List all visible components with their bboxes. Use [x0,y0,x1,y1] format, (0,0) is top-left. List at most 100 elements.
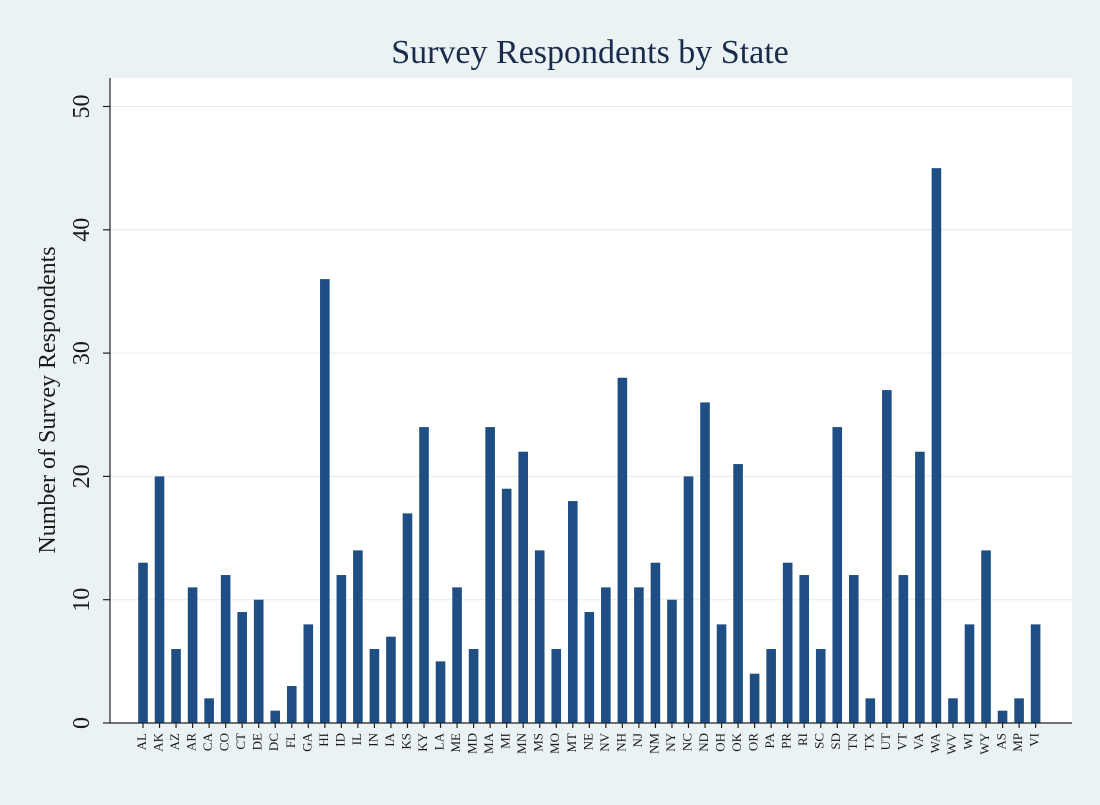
bar-mp [1014,698,1024,723]
y-tick-label: 20 [69,464,95,488]
x-tick-label-ky: KY [415,732,430,751]
x-tick-label-wa: WA [927,732,942,753]
bar-ok [733,464,743,723]
bar-wa [931,168,942,723]
x-tick-label-hi: HI [316,733,331,747]
x-tick-label-mo: MO [547,733,562,754]
bar-ma [485,427,495,723]
x-tick-label-mp: MP [1010,733,1025,752]
bar-as [997,710,1008,723]
x-tick-label-or: OR [746,733,761,751]
bar-nd [700,402,710,723]
x-tick-label-ca: CA [200,732,215,751]
bar-ca [204,698,214,723]
bar-tx [865,698,876,723]
bar-pa [766,649,776,723]
x-tick-label-nv: NV [597,732,612,751]
bar-wv [948,698,958,723]
x-tick-label-az: AZ [167,733,182,750]
x-tick-label-fl: FL [283,733,298,748]
y-tick-label: 40 [69,218,95,242]
bar-ky [419,427,429,723]
x-tick-label-wi: WI [960,733,975,750]
bar-la [435,661,446,723]
bar-wy [981,550,991,723]
x-tick-label-de: DE [250,733,265,750]
x-tick-label-ok: OK [729,732,744,751]
bar-ga [303,624,314,723]
bar-ri [799,575,809,723]
x-tick-label-ma: MA [481,732,496,754]
x-tick-label-me: ME [448,733,463,753]
x-tick-label-mn: MN [514,732,529,754]
bar-hi [320,279,330,723]
y-tick-label: 30 [69,341,95,365]
x-tick-label-mt: MT [564,733,579,753]
x-tick-label-as: AS [994,733,1009,750]
bar-wi [964,624,975,723]
bar-al [138,562,148,723]
x-tick-label-tn: TN [845,732,860,750]
bar-mo [551,649,562,723]
bar-il [353,550,363,723]
bar-nm [650,562,661,723]
x-tick-label-dc: DC [266,733,281,751]
x-tick-label-pr: PR [779,733,794,749]
bar-mi [501,488,512,723]
x-tick-label-ne: NE [580,733,595,750]
x-tick-label-ny: NY [663,732,678,751]
bar-layer [138,168,1041,723]
bar-pr [782,562,793,723]
x-tick-label-ar: AR [184,733,199,751]
x-tick-label-sc: SC [812,733,827,749]
bar-nh [617,377,628,723]
bar-vi [1030,624,1041,723]
x-tick-label-nd: ND [696,733,711,752]
bar-nc [683,476,694,723]
bar-ct [237,612,247,723]
y-axis-label: Number of Survey Respondents [35,246,61,553]
bar-ia [386,636,396,723]
x-tick-label-ak: AK [151,732,166,751]
x-tick-label-oh: OH [713,733,728,752]
y-tick-label: 50 [69,95,95,119]
bar-de [253,599,264,723]
x-tick-label-wv: WV [944,732,959,754]
bar-fl [286,686,297,723]
x-tick-label-la: LA [432,732,447,750]
x-tick-label-id: ID [332,733,347,747]
x-tick-label-co: CO [217,733,232,751]
bar-ks [402,513,413,723]
bar-sc [815,649,826,723]
x-tick-label-tx: TX [861,732,876,750]
y-tick-label: 0 [69,717,95,729]
x-tick-label-nh: NH [613,733,628,752]
x-tick-label-va: VA [911,732,926,750]
x-tick-label-wy: WY [977,732,992,754]
bar-me [452,587,462,723]
bar-tn [848,575,859,723]
x-tick-label-ia: IA [382,732,397,746]
x-tick-label-nm: NM [646,733,661,754]
bar-dc [270,710,281,723]
bar-nj [634,587,644,723]
bar-ut [882,390,892,723]
x-tick-label-vi: VI [1027,733,1042,747]
bar-oh [716,624,727,723]
x-tick-label-in: IN [365,732,380,746]
x-tick-label-ks: KS [398,733,413,750]
x-tick-label-ms: MS [531,733,546,752]
bar-in [369,649,380,723]
bar-sd [832,427,843,723]
x-tick-label-mi: MI [498,733,513,749]
x-tick-label-md: MD [465,733,480,754]
x-tick-label-nj: NJ [630,733,645,747]
bar-va [915,451,925,723]
x-tick-label-ri: RI [795,733,810,746]
bar-vt [898,575,909,723]
bar-ny [667,599,677,723]
bar-ar [187,587,198,723]
